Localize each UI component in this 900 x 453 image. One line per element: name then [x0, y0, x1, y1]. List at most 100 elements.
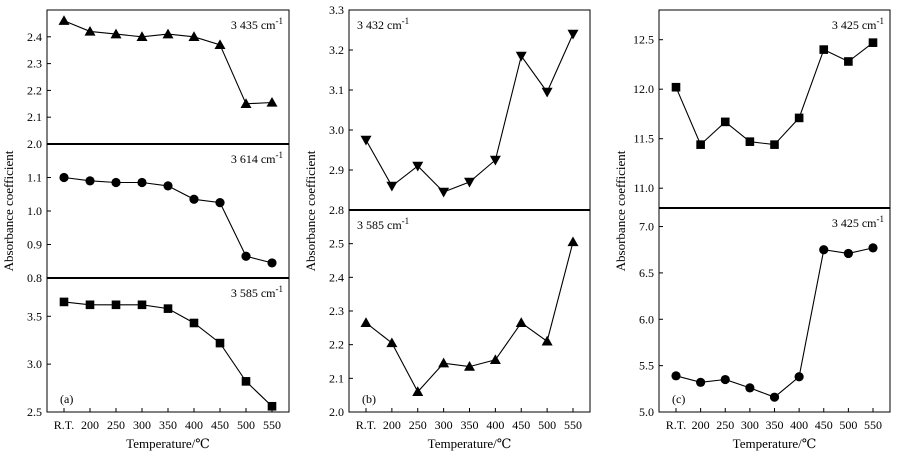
- data-point-circle: [720, 374, 730, 385]
- wavenumber-label: 3 432 cm-1: [357, 16, 409, 32]
- wavenumber-unit-exponent: -1: [276, 16, 284, 26]
- y-tick-label: 2.3: [329, 304, 344, 318]
- y-tick-label: 7.0: [639, 220, 654, 234]
- y-tick-label: 2.3: [27, 57, 42, 71]
- plot-frame-2: [658, 9, 891, 413]
- x-tick-label: R.T.: [54, 418, 74, 432]
- data-point-square: [59, 297, 69, 307]
- data-point-circle: [696, 377, 706, 387]
- x-axis-title: Temperature/℃: [428, 436, 512, 451]
- data-point-circle: [111, 177, 121, 188]
- data-point-square: [696, 140, 705, 149]
- data-point-circle: [671, 371, 681, 381]
- series-line: [365, 33, 574, 193]
- data-point-circle: [819, 245, 829, 255]
- wavenumber-unit-exponent: -1: [877, 16, 885, 26]
- data-point-triangle-down: [412, 161, 424, 172]
- x-tick-label: 300: [741, 418, 759, 432]
- data-point-triangle-up: [541, 335, 553, 346]
- wavenumber-unit-exponent: -1: [877, 214, 885, 224]
- x-tick-label: R.T.: [666, 418, 686, 432]
- wavenumber-label: 3 425 cm-1: [832, 214, 884, 230]
- data-point-triangle-up: [515, 317, 527, 327]
- panel-label: (b): [362, 392, 376, 406]
- data-point-triangle-down: [567, 29, 579, 40]
- x-tick-label: 500: [538, 418, 556, 432]
- y-tick-label: 5.5: [639, 359, 654, 373]
- y-tick-label: 2.0: [27, 137, 42, 151]
- series-line: [63, 301, 273, 407]
- y-tick-label: 2.2: [27, 83, 42, 97]
- data-point-circle: [189, 194, 199, 204]
- y-tick-label: 11.0: [633, 181, 654, 195]
- data-point-triangle-down: [489, 155, 501, 166]
- data-point-circle: [868, 243, 878, 253]
- y-tick-label: 2.9: [329, 163, 344, 177]
- x-tick-label: 450: [512, 418, 530, 432]
- data-point-square: [819, 45, 829, 54]
- data-point-triangle-down: [515, 51, 527, 62]
- data-point-circle: [85, 176, 95, 186]
- data-point-triangle-up: [162, 28, 174, 39]
- panel-label: (a): [60, 392, 73, 406]
- x-tick-label: 350: [159, 418, 177, 432]
- data-point-square: [868, 38, 878, 47]
- data-point-circle: [137, 177, 147, 188]
- y-tick-label: 2.1: [329, 371, 344, 385]
- data-point-circle: [241, 251, 251, 261]
- data-point-triangle-up: [386, 337, 398, 348]
- wavenumber-label: 3 585 cm-1: [357, 216, 409, 232]
- wavenumber-unit-exponent: -1: [276, 284, 284, 294]
- y-tick-label: 5.0: [639, 405, 654, 419]
- data-point-triangle-up: [266, 96, 278, 107]
- y-tick-label: 1.1: [27, 171, 42, 185]
- data-point-circle: [267, 258, 277, 268]
- y-axis-title: Absorbance coefficient: [1, 150, 16, 271]
- x-tick-label: 250: [716, 418, 734, 432]
- data-point-triangle-up: [214, 39, 226, 50]
- x-tick-label: 450: [815, 418, 833, 432]
- y-tick-label: 0.8: [27, 271, 42, 285]
- y-tick-label: 2.4: [329, 270, 344, 284]
- wavenumber-value: 3 585 cm: [357, 218, 402, 232]
- x-axis-title: Temperature/℃: [733, 436, 817, 451]
- y-tick-label: 3.1: [329, 83, 344, 97]
- x-tick-label: 550: [864, 418, 882, 432]
- wavenumber-unit-exponent: -1: [402, 16, 410, 26]
- y-axis-title: Absorbance coefficient: [303, 150, 318, 271]
- data-point-square: [844, 57, 853, 66]
- wavenumber-unit-exponent: -1: [402, 216, 410, 226]
- wavenumber-label: 3 585 cm-1: [231, 284, 283, 300]
- data-point-square: [241, 377, 251, 386]
- x-tick-label: 450: [211, 418, 229, 432]
- data-point-triangle-up: [188, 31, 200, 41]
- wavenumber-value: 3 425 cm: [832, 216, 877, 230]
- y-tick-label: 2.0: [329, 405, 344, 419]
- y-tick-label: 12.0: [633, 82, 654, 96]
- y-tick-label: 2.5: [27, 405, 42, 419]
- wavenumber-value: 3 435 cm: [231, 18, 276, 32]
- data-point-square: [163, 304, 173, 313]
- y-tick-label: 2.5: [329, 237, 344, 251]
- data-point-triangle-up: [464, 361, 475, 371]
- wavenumber-label: 3 425 cm-1: [832, 16, 884, 32]
- plot-frame-0: [46, 9, 290, 413]
- y-tick-label: 2.2: [329, 338, 344, 352]
- data-point-square: [111, 300, 121, 310]
- data-point-triangle-up: [58, 15, 70, 25]
- data-point-triangle-up: [567, 236, 579, 247]
- series-line: [675, 42, 874, 146]
- series-line: [675, 247, 874, 398]
- wavenumber-unit-exponent: -1: [276, 150, 284, 160]
- wavenumber-value: 3 432 cm: [357, 18, 402, 32]
- x-tick-label: 500: [237, 418, 255, 432]
- x-tick-label: 200: [692, 418, 710, 432]
- wavenumber-value: 3 585 cm: [231, 286, 276, 300]
- data-point-triangle-up: [412, 386, 424, 396]
- x-tick-label: 200: [383, 418, 401, 432]
- x-tick-label: 400: [486, 418, 504, 432]
- y-tick-label: 12.5: [633, 33, 654, 47]
- data-point-square: [671, 82, 681, 92]
- data-point-square: [189, 318, 199, 328]
- y-tick-label: 1.0: [27, 204, 42, 218]
